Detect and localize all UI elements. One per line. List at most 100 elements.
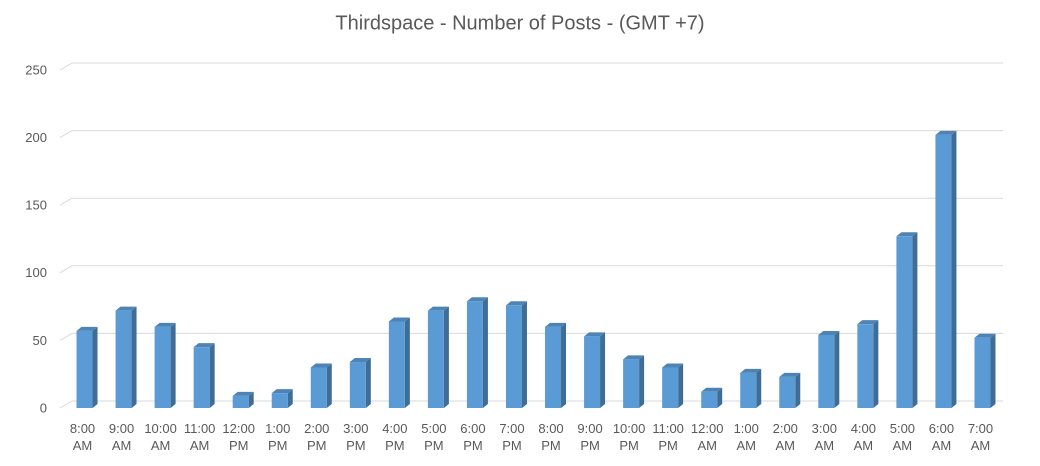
- y-tick-label: 100: [25, 265, 47, 280]
- x-tick-label: 3:00 AM: [811, 421, 837, 453]
- bar-top: [779, 372, 801, 377]
- bar-top: [154, 322, 176, 327]
- bar-group: [427, 306, 449, 408]
- bar-group: [896, 232, 918, 408]
- bar: [193, 347, 210, 408]
- bar-top: [662, 363, 684, 368]
- bar-group: [193, 343, 215, 408]
- bar: [505, 305, 522, 408]
- bar: [779, 376, 796, 408]
- bar-side: [951, 130, 957, 408]
- bar-top: [505, 301, 527, 306]
- bar-top: [818, 330, 840, 335]
- x-tick-label: 2:00 PM: [304, 421, 330, 453]
- bar-top: [349, 358, 371, 363]
- bar: [740, 372, 757, 408]
- bar: [271, 393, 288, 408]
- bar: [974, 337, 991, 408]
- x-tick-label: 5:00 AM: [889, 421, 916, 453]
- bar-top: [935, 130, 957, 135]
- x-tick-label: 9:00 AM: [108, 421, 135, 453]
- bar-side: [561, 322, 567, 408]
- y-tick-label: 0: [40, 400, 47, 415]
- grid-tick: [59, 197, 73, 206]
- bar-side: [678, 363, 684, 408]
- bar: [388, 321, 405, 408]
- bar-group: [154, 322, 176, 408]
- bar-group: [701, 387, 723, 408]
- x-tick-label: 11:00 PM: [652, 421, 684, 453]
- bar-group: [271, 389, 293, 408]
- bar-side: [912, 232, 918, 408]
- bar-side: [482, 297, 488, 408]
- x-tick-label: 8:00 AM: [69, 421, 96, 453]
- bar: [935, 134, 952, 408]
- x-tick-label: 9:00 PM: [577, 421, 603, 453]
- bar-top: [701, 387, 723, 392]
- bar-side: [717, 387, 723, 408]
- grid-tick: [59, 332, 73, 341]
- bar-group: [935, 130, 957, 408]
- bar-group: [466, 297, 488, 408]
- x-tick-label: 10:00 PM: [612, 421, 646, 453]
- bar: [896, 236, 913, 408]
- grid-tick: [59, 265, 73, 274]
- x-tick-label: 12:00 PM: [222, 421, 255, 453]
- x-tick-label: 12:00 AM: [690, 421, 724, 453]
- bar-group: [115, 306, 137, 408]
- bar-top: [623, 355, 645, 360]
- bar-top: [271, 389, 293, 394]
- bar-side: [365, 358, 371, 408]
- y-tick-label: 200: [25, 130, 47, 145]
- x-tick-label: 8:00 PM: [538, 421, 564, 453]
- grid-tick: [59, 400, 73, 409]
- bar-top: [857, 320, 879, 325]
- chart-title: Thirdspace - Number of Posts - (GMT +7): [335, 12, 704, 34]
- x-tick-label: 1:00 AM: [733, 421, 759, 453]
- x-tick-label: 5:00 PM: [421, 421, 447, 453]
- x-tick-label: 6:00 PM: [460, 421, 486, 453]
- x-tick-label: 3:00 PM: [343, 421, 369, 453]
- bar: [545, 326, 562, 408]
- bar-top: [545, 322, 567, 327]
- x-tick-label: 6:00 AM: [928, 421, 955, 453]
- y-tick-label: 250: [25, 62, 47, 77]
- bar-top: [115, 306, 137, 311]
- bar-side: [92, 326, 98, 408]
- bar-top: [232, 391, 254, 396]
- bar-side: [170, 322, 176, 408]
- bar-group: [974, 333, 996, 408]
- bar-side: [521, 301, 527, 408]
- bar-side: [639, 355, 645, 408]
- bar: [662, 367, 679, 408]
- bar-group: [818, 330, 840, 408]
- bar-side: [756, 368, 762, 408]
- bar: [310, 367, 327, 408]
- bar: [584, 336, 601, 408]
- bar-top: [193, 343, 215, 348]
- bar-group: [662, 363, 684, 408]
- bar-group: [76, 326, 98, 408]
- bar-side: [131, 306, 137, 408]
- bar-side: [600, 332, 606, 408]
- x-tick-label: 1:00 PM: [265, 421, 291, 453]
- bar-top: [896, 232, 918, 237]
- grid-tick: [59, 62, 73, 71]
- bar: [349, 362, 366, 408]
- bar: [701, 391, 718, 408]
- bar-group: [388, 317, 410, 408]
- bar-group: [740, 368, 762, 408]
- bar: [623, 359, 640, 408]
- grid-tick: [59, 130, 73, 139]
- bar-side: [287, 389, 293, 408]
- bar: [818, 334, 835, 408]
- bar: [232, 395, 249, 408]
- x-tick-label: 11:00 AM: [183, 421, 216, 453]
- bar-group: [232, 391, 254, 408]
- bar-group: [779, 372, 801, 408]
- bar-side: [873, 320, 879, 408]
- y-tick-label: 150: [25, 198, 47, 213]
- bar-top: [974, 333, 996, 338]
